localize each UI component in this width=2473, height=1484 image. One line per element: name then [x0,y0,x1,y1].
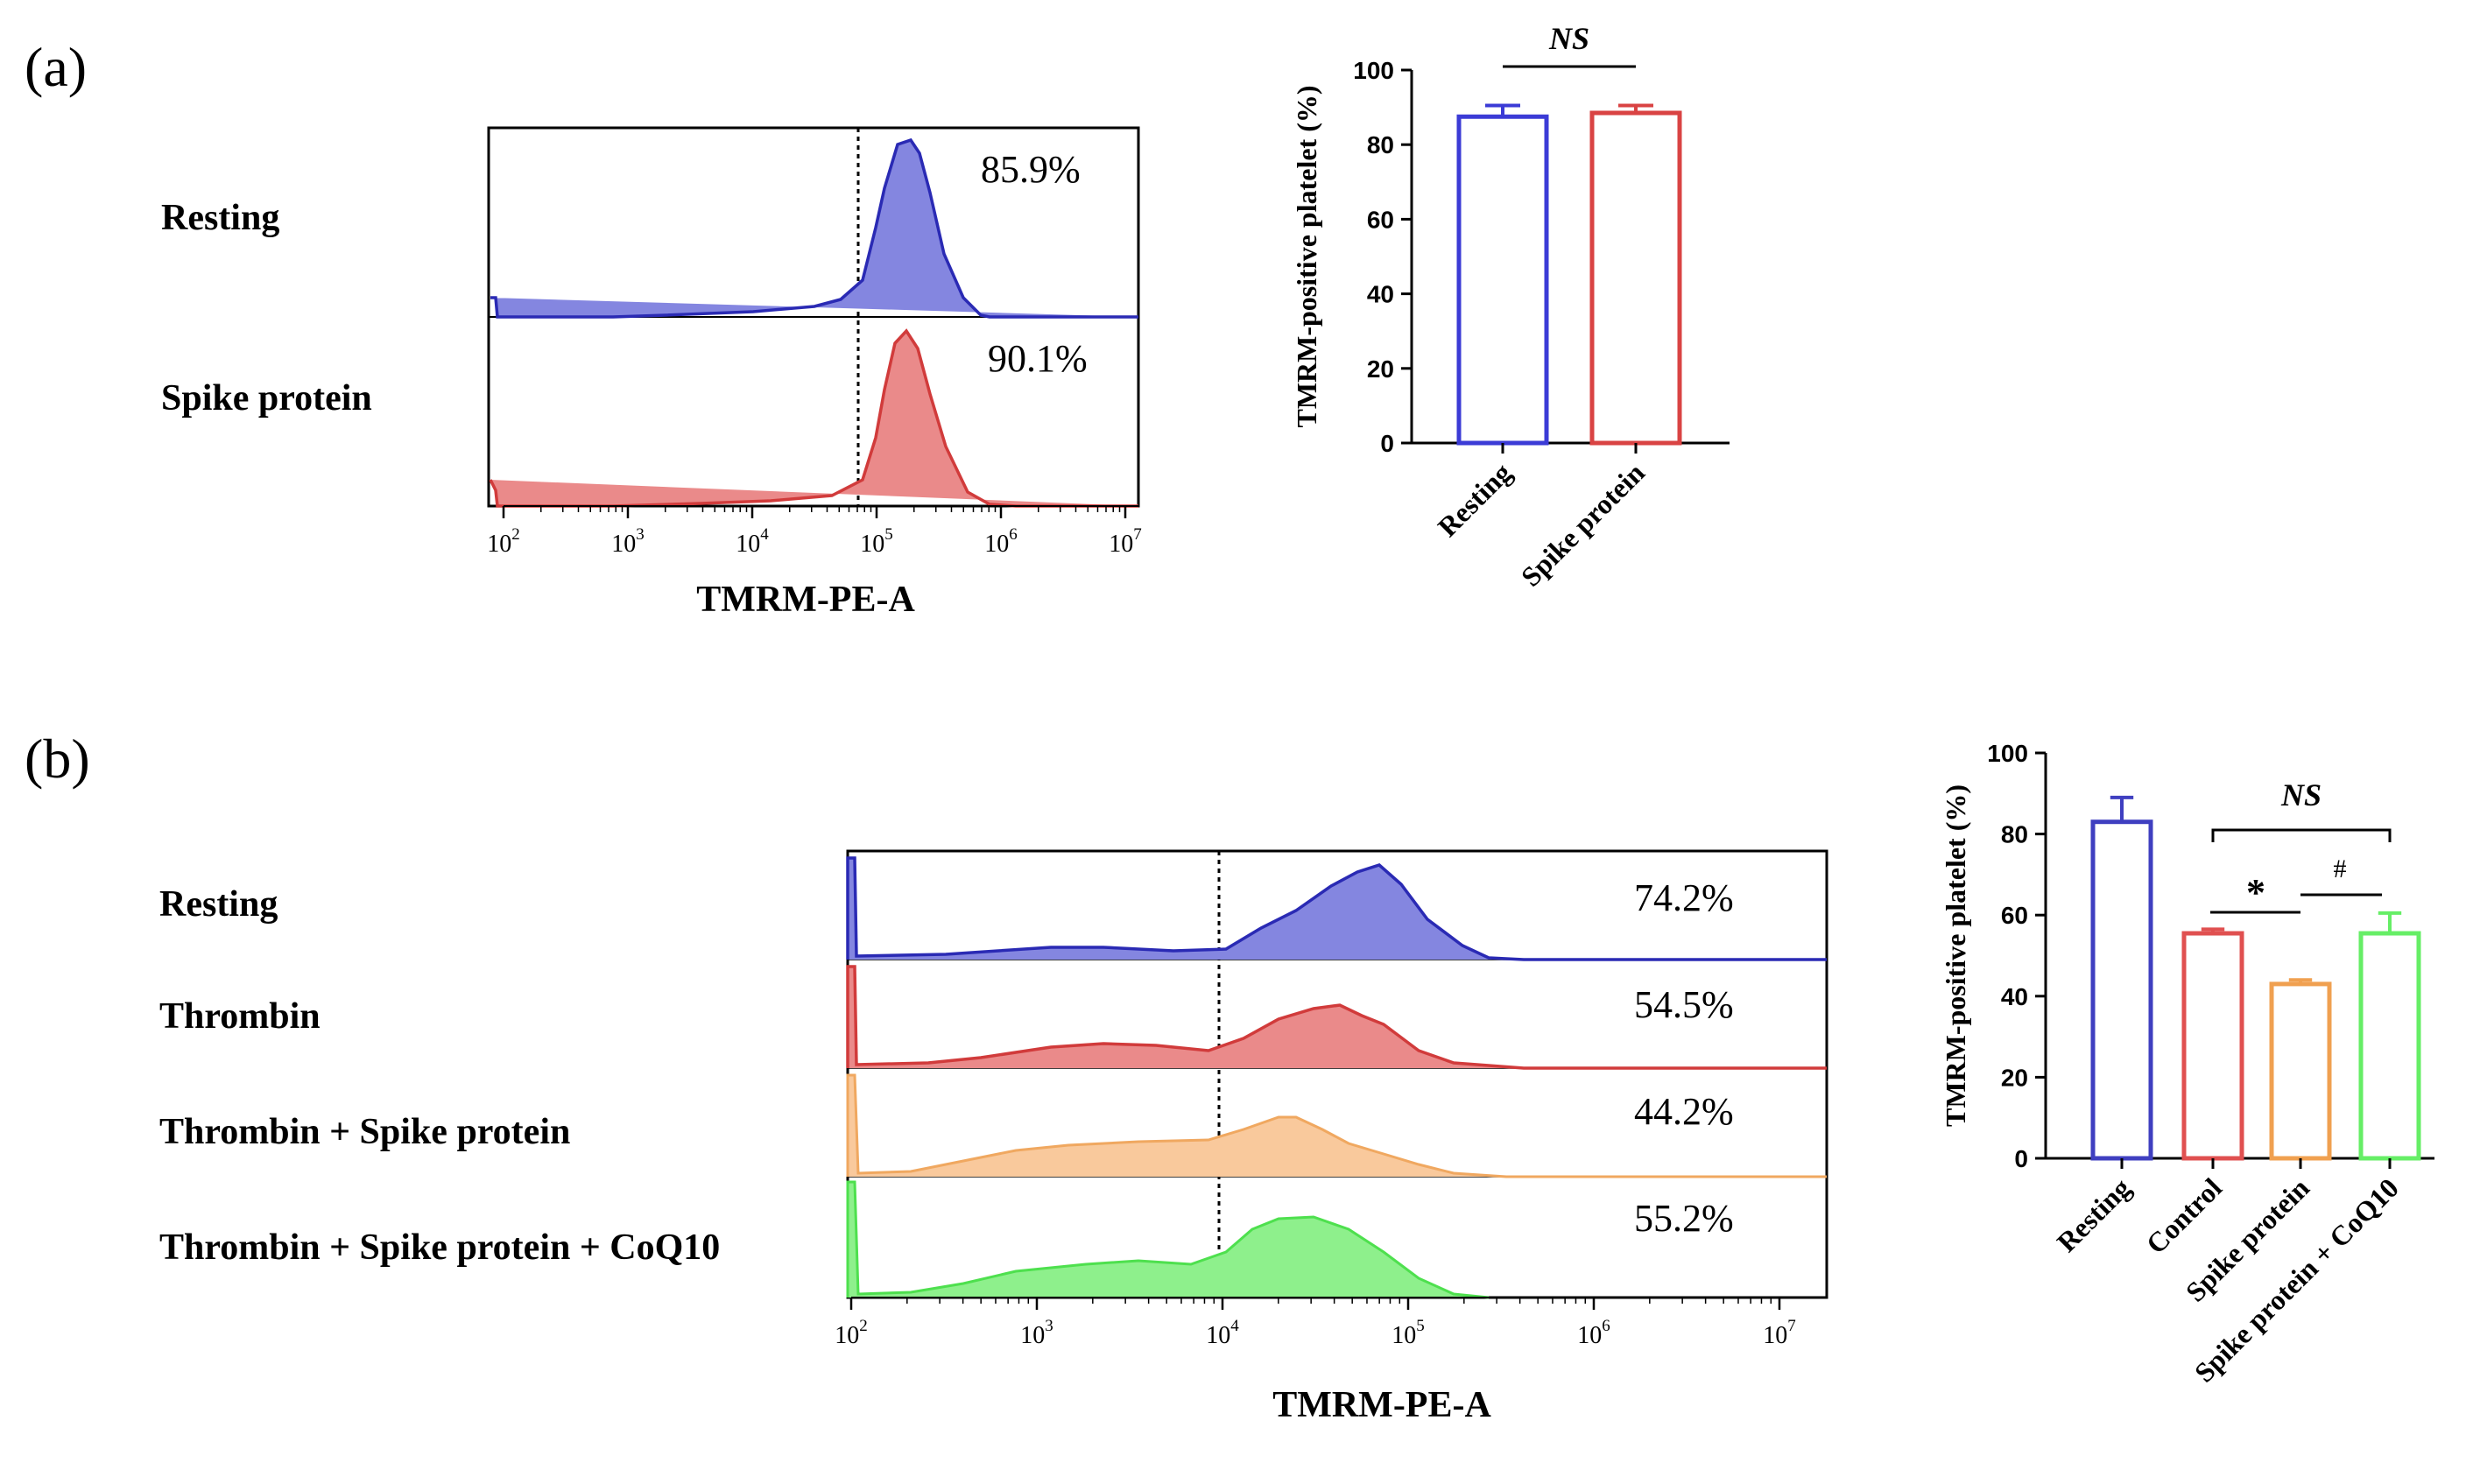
y-tick-label: 60 [2001,902,2028,929]
x-tick-label: 105 [860,525,893,558]
y-tick-label: 40 [1367,281,1394,308]
hist-b-thrombin-spike-coq10-curve [846,1180,1490,1299]
y-tick-label: 0 [2014,1145,2028,1172]
x-tick-label: 107 [1763,1317,1796,1349]
y-tick-label: 80 [1367,131,1394,158]
y-tick-label: 80 [2001,821,2028,848]
y-tick-label: 0 [1380,430,1394,457]
significance-ns-bracket [2211,828,2392,842]
panel-a-label: (a) [25,36,87,98]
x-tick-label: 106 [984,525,1018,558]
x-tick-label: 102 [487,525,520,558]
y-tick-label: 40 [2001,983,2028,1010]
x-tick-label: 104 [736,525,769,558]
x-tick-label: 105 [1392,1317,1425,1349]
hist-a-xlabel: TMRM-PE-A [696,580,915,620]
x-tick-label: 107 [1109,525,1142,558]
x-category-label: Resting [2051,1171,2137,1257]
y-tick-label: 100 [1353,57,1394,84]
hist-b-percent-thrombin-spike-coq10: 55.2% [1634,1197,1734,1240]
hist-b-row-label-thrombin-spike: Thrombin + Spike protein [159,1112,570,1152]
hist-a-resting-curve [490,137,1138,319]
bar-chart-b: 0 20 40 60 80 100 TMRM-positive platelet (%) Re… [1940,740,2434,1389]
bar-resting [1456,114,1549,446]
bar-spike-protein-coq10 [2358,931,2421,1161]
x-tick-label: 102 [835,1317,868,1349]
hist-a-percent-spike: 90.1% [988,337,1088,380]
significance-ns-label: NS [2280,777,2322,812]
y-tick-label: 60 [1367,206,1394,233]
y-axis-label: TMRM-positive platelet (%) [1291,85,1322,427]
bar-control [2181,931,2244,1161]
significance-hash-label: # [2334,855,2347,883]
hist-b-percent-thrombin-spike: 44.2% [1634,1090,1734,1133]
bar-spike-protein [1589,110,1682,446]
hist-b-percent-resting: 74.2% [1634,876,1734,919]
panel-b-label: (b) [25,728,90,790]
hist-b-row-label-thrombin: Thrombin [159,996,321,1037]
x-tick-label: 106 [1577,1317,1610,1349]
hist-b-thrombin-spike-curve [846,1073,1827,1178]
x-tick-label: 103 [1020,1317,1053,1349]
bar-resting [2090,819,2153,1161]
bar-chart-a: 0 20 40 60 80 100 TMRM-positive platelet (%) Re… [1291,21,1730,593]
hist-a-percent-resting: 85.9% [981,148,1081,191]
y-tick-label: 20 [1367,355,1394,383]
x-tick-label: 104 [1206,1317,1239,1349]
hist-b-thrombin-curve [846,965,1827,1070]
hist-b-row-label-thrombin-spike-coq10: Thrombin + Spike protein + CoQ10 [159,1227,720,1268]
significance-ns-label: NS [1548,21,1589,56]
hist-b-row-label-resting: Resting [159,884,278,925]
x-tick-label: 103 [611,525,645,558]
y-tick-label: 100 [1987,740,2028,767]
x-category-label: Spike protein [1515,456,1651,592]
y-tick-label: 20 [2001,1064,2028,1091]
hist-a-x-axis: 102 103 104 105 106 107 [487,505,1142,558]
significance-star-label: * [2246,871,2265,914]
hist-b-xlabel: TMRM-PE-A [1272,1385,1491,1425]
hist-b-percent-thrombin: 54.5% [1634,983,1734,1026]
x-category-label: Resting [1432,456,1518,542]
x-category-label: Control [2139,1171,2228,1260]
bar-spike-protein [2269,981,2332,1161]
hist-a-row-label-spike: Spike protein [161,378,372,418]
hist-a-row-label-resting: Resting [161,198,279,238]
hist-b-resting-curve [846,856,1827,961]
hist-b-x-axis: 102 103 104 105 106 107 [835,1297,1827,1349]
y-axis-label: TMRM-positive platelet (%) [1940,784,1971,1127]
